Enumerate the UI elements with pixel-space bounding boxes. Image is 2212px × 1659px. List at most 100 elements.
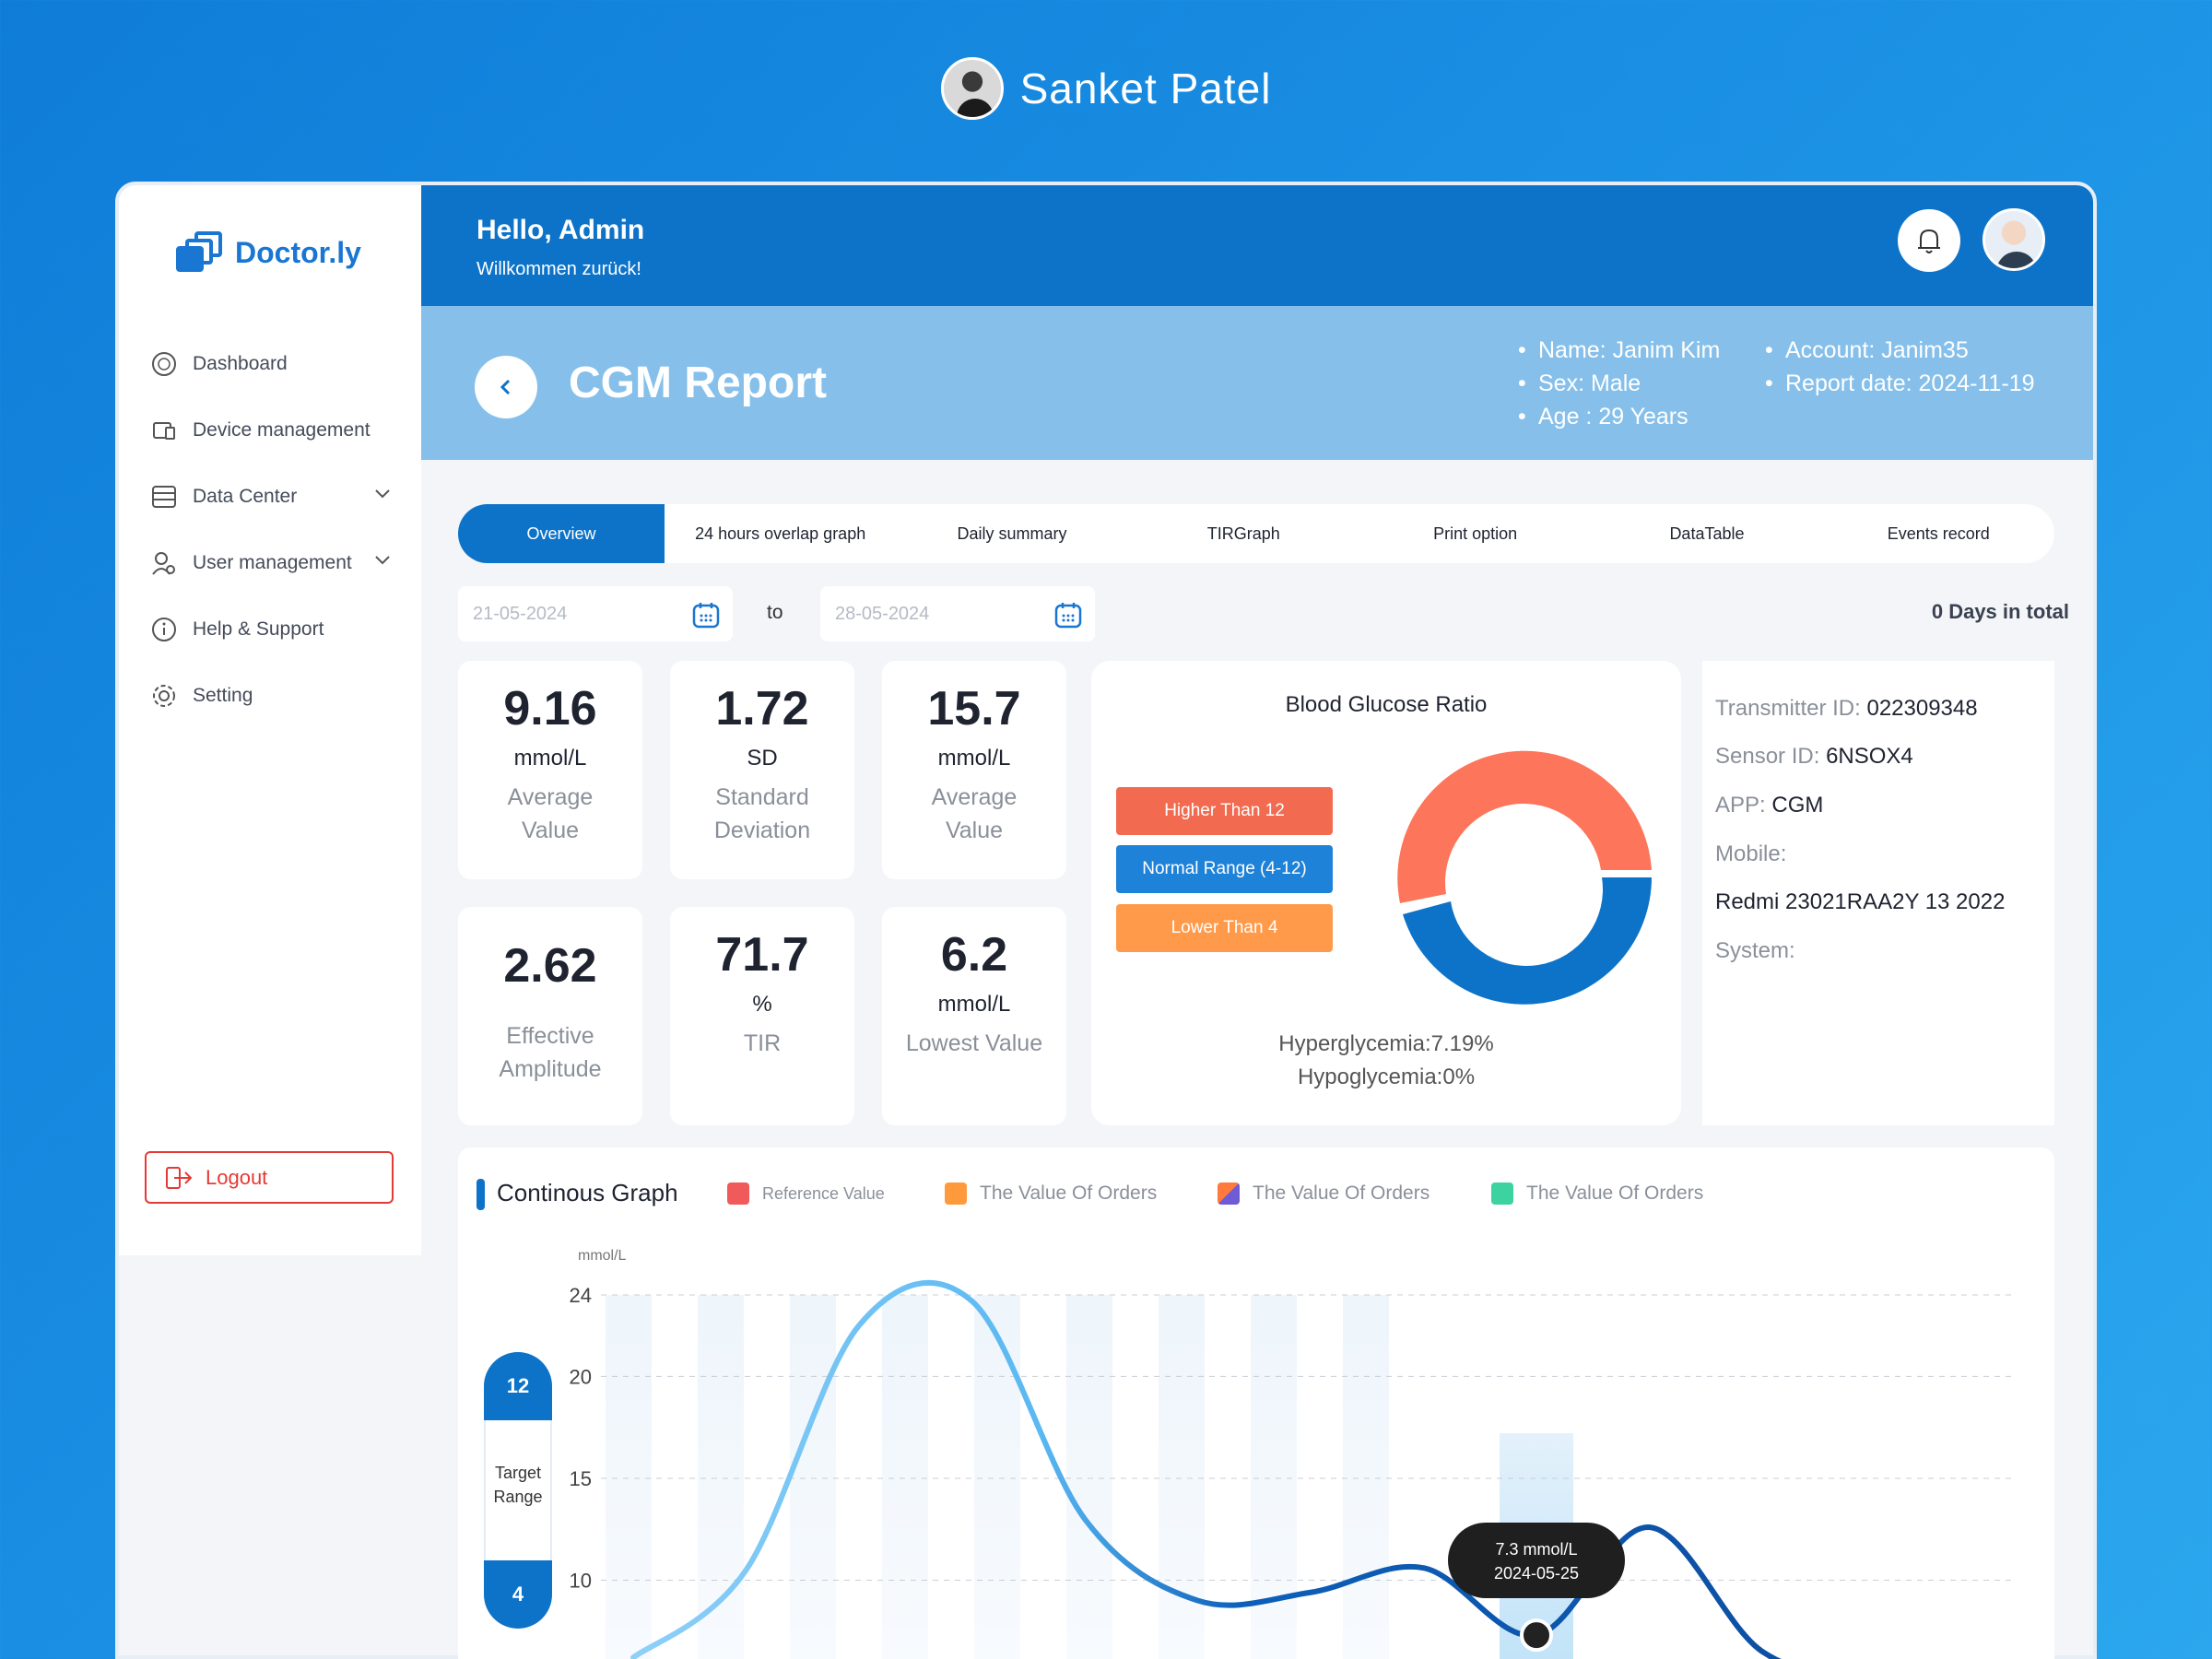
transmitter-id: Transmitter ID: 022309348 [1715,696,1978,721]
chart-band [698,1295,744,1659]
y-tick-label: 24 [570,1284,592,1307]
sidebar-item-label: User management [193,552,352,573]
glucose-series-line [630,1279,1782,1659]
tab-daily-summary[interactable]: Daily summary [957,524,1067,543]
logout-button[interactable]: Logout [145,1151,394,1204]
legend-swatch [1491,1182,1513,1205]
logo-text: Doctor.ly [235,235,361,269]
tab-datatable[interactable]: DataTable [1669,524,1745,543]
legend-orders-1[interactable]: The Value Of Orders [945,1182,1157,1205]
sidebar-item-label: Setting [193,685,253,706]
notification-button[interactable] [1898,209,1960,272]
stat-value: 15.7 [927,682,1021,735]
sidebar-item-device-management[interactable]: Device management [150,397,399,464]
date-to-field[interactable]: 28-05-2024 [820,586,1095,641]
tab-print-option[interactable]: Print option [1433,524,1518,543]
avatar[interactable] [1983,208,2045,271]
calendar-icon[interactable] [692,601,720,629]
stat-label: Average Value [931,784,1018,843]
stat-card-amplitude: 2.62 Effective Amplitude [458,907,642,1125]
stat-label: Average Value [507,784,594,843]
greeting: Hello, Admin [477,215,645,245]
chevron-left-icon [500,379,511,395]
legend-higher[interactable]: Higher Than 12 [1116,787,1333,835]
hypoglycemia-text: Hypoglycemia:0% [1297,1065,1476,1089]
stat-unit: mmol/L [937,992,1011,1017]
report-date: Report date: 2024-11-19 [1765,367,2035,400]
stat-value: 71.7 [715,928,809,982]
sidebar-item-user-management[interactable]: User management [150,530,399,596]
sidebar-item-help-support[interactable]: Help & Support [150,596,399,663]
tab-overview[interactable]: Overview [458,504,665,563]
tooltip-value: 7.3 mmol/L [1495,1540,1578,1559]
calendar-icon[interactable] [1054,601,1082,629]
patient-name: Name: Janim Kim [1518,334,1720,367]
content-area: Overview 24 hours overlap graph Daily su… [115,182,2097,1659]
donut-segment-high [1397,750,1652,903]
logo[interactable]: Doctor.ly [176,231,361,274]
donut-segment-normal [1403,877,1652,1005]
sidebar-item-label: Dashboard [193,353,288,374]
logo-icon [176,231,224,274]
glucose-donut [1397,750,1652,1005]
author-avatar [940,57,1004,120]
patient-info-right: Account: Janim35 Report date: 2024-11-19 [1765,334,2035,400]
welcome-text: Willkommen zurück! [477,259,641,279]
continuous-graph-card: Continous Graph Reference Value The Valu… [458,1147,2054,1659]
gear-icon [150,682,178,710]
legend-swatch [1218,1182,1240,1205]
dashboard-icon [150,350,178,378]
sidebar-item-setting[interactable]: Setting [150,663,399,729]
chevron-down-icon[interactable] [373,554,392,567]
days-total: 0 Days in total [1931,600,2069,623]
bell-icon [1918,229,1940,253]
chart-band [790,1295,836,1659]
stat-value: 1.72 [715,682,809,735]
mobile-value: Redmi 23021RAA2Y 13 2022 [1715,889,2006,914]
patient-account: Account: Janim35 [1765,334,2035,367]
y-tick-label: 20 [570,1365,592,1388]
legend-lower[interactable]: Lower Than 4 [1116,904,1333,952]
stat-unit: mmol/L [937,746,1011,771]
stat-label: Effective Amplitude [499,1023,602,1082]
date-from-field[interactable]: 21-05-2024 [458,586,733,641]
system-label: System: [1715,938,1795,963]
chevron-down-icon[interactable] [373,488,392,500]
sidebar-item-data-center[interactable]: Data Center [150,464,399,530]
author-name: Sanket Patel [1019,65,1272,112]
date-range-to: to [767,602,783,623]
legend-orders-3[interactable]: The Value Of Orders [1491,1182,1703,1205]
glucose-title: Blood Glucose Ratio [1285,692,1488,717]
selected-point[interactable] [1520,1618,1553,1653]
back-button[interactable] [475,356,537,418]
device-icon [150,417,178,444]
tab-tir-graph[interactable]: TIRGraph [1206,524,1280,543]
chart-band [882,1295,928,1659]
patient-sex: Sex: Male [1518,367,1720,400]
chart-band [1159,1295,1205,1659]
stat-card-average-2: 15.7 mmol/L Average Value [882,661,1066,879]
app-name: APP: CGM [1715,793,1824,818]
patient-age: Age : 29 Years [1518,400,1720,433]
target-range-pill: 12 Target Range 4 [484,1352,552,1629]
legend-normal[interactable]: Normal Range (4-12) [1116,845,1333,893]
legend-reference[interactable]: Reference Value [727,1182,885,1205]
stat-unit: SD [747,746,778,771]
stat-label: Standard Deviation [713,784,811,843]
tab-events-record[interactable]: Events record [1887,524,1990,543]
graph-title: Continous Graph [477,1179,678,1210]
stat-unit: % [752,992,772,1017]
author-header: Sanket Patel [0,57,2212,120]
legend-orders-2[interactable]: The Value Of Orders [1218,1182,1430,1205]
logout-icon [166,1166,193,1189]
stat-card-sd: 1.72 SD Standard Deviation [670,661,854,879]
tooltip-date: 2024-05-25 [1493,1564,1580,1583]
stat-value: 6.2 [940,928,1008,982]
sidebar-item-label: Help & Support [193,618,324,640]
target-high: 12 [484,1352,552,1420]
user-icon [150,549,178,577]
sidebar: Doctor.ly Dashboard Device management Da… [119,185,421,1255]
date-to-value: 28-05-2024 [835,603,930,624]
tab-24h-overlap[interactable]: 24 hours overlap graph [695,524,866,543]
sidebar-item-dashboard[interactable]: Dashboard [150,331,399,397]
